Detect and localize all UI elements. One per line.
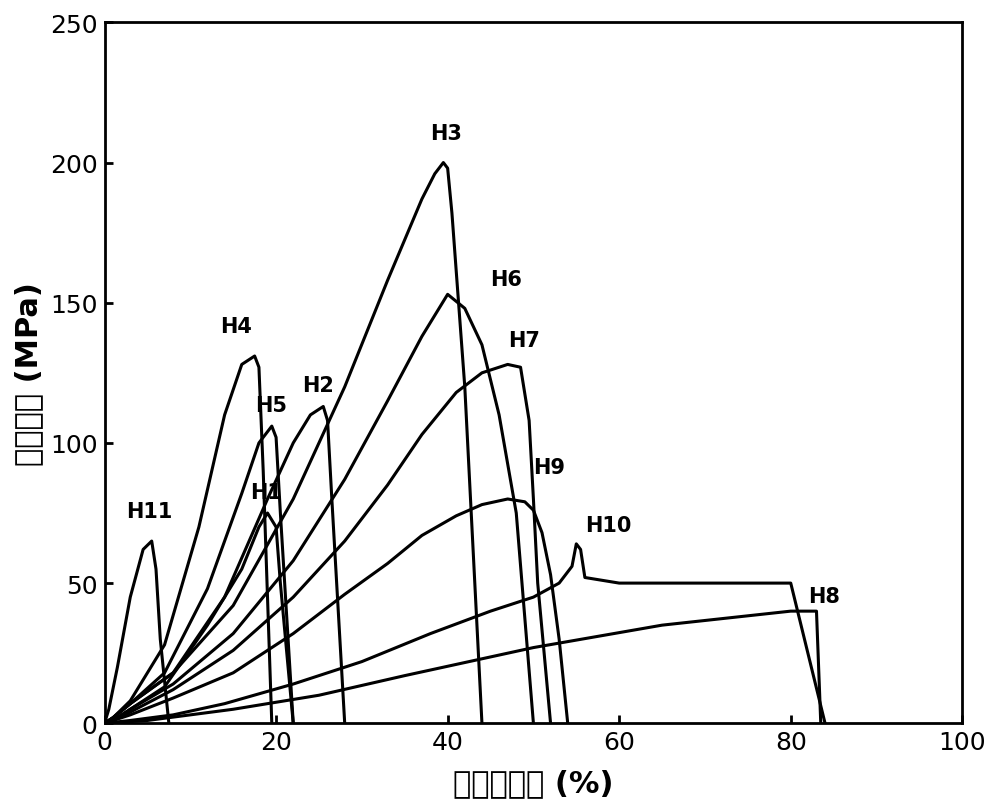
X-axis label: 断裂伸长率 (%): 断裂伸长率 (%) [453,768,614,797]
Text: H8: H8 [808,586,840,606]
Text: H11: H11 [126,502,172,521]
Text: H4: H4 [220,317,252,337]
Text: H1: H1 [250,483,282,502]
Text: H10: H10 [585,516,631,536]
Text: H6: H6 [491,269,522,290]
Text: H2: H2 [302,375,334,396]
Text: H9: H9 [533,457,565,477]
Y-axis label: 抗拉强度 (MPa): 抗拉强度 (MPa) [14,281,43,466]
Text: H3: H3 [430,124,462,144]
Text: H7: H7 [508,331,540,351]
Text: H5: H5 [255,396,287,415]
